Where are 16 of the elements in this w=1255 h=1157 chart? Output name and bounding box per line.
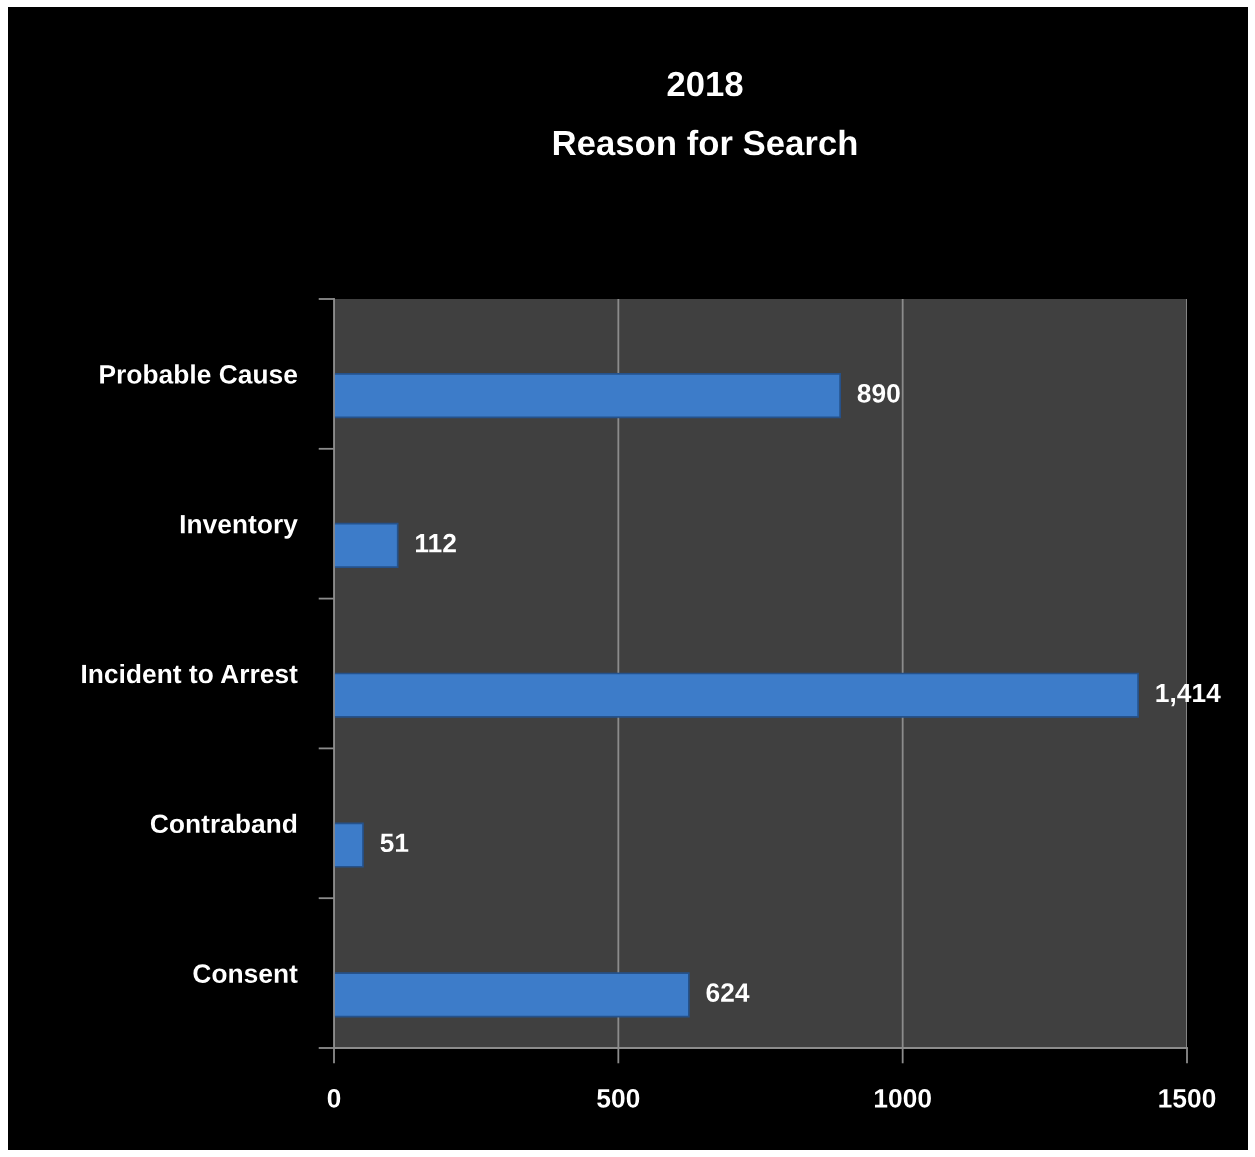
data-label: 890 [857,384,900,403]
y-tick-label: Contraband [150,813,297,834]
chart-title: 2018 [667,71,743,97]
y-tick-label: Probable Cause [100,364,297,384]
x-tick-label: 0 [327,1088,341,1108]
data-label: 112 [416,533,456,553]
y-tick-label: Incident to Arrest [82,663,298,684]
data-label: 624 [706,983,750,1002]
y-tick-label: Inventory [180,515,298,539]
x-tick-label: 500 [597,1088,640,1108]
x-tick-label: 1000 [874,1088,931,1108]
data-label: 1,414 [1156,683,1221,707]
y-tick-label: Consent [193,964,298,983]
chart-subtitle: Reason for Search [553,129,857,156]
data-label: 51 [380,833,409,853]
x-tick-label: 1500 [1159,1088,1216,1108]
